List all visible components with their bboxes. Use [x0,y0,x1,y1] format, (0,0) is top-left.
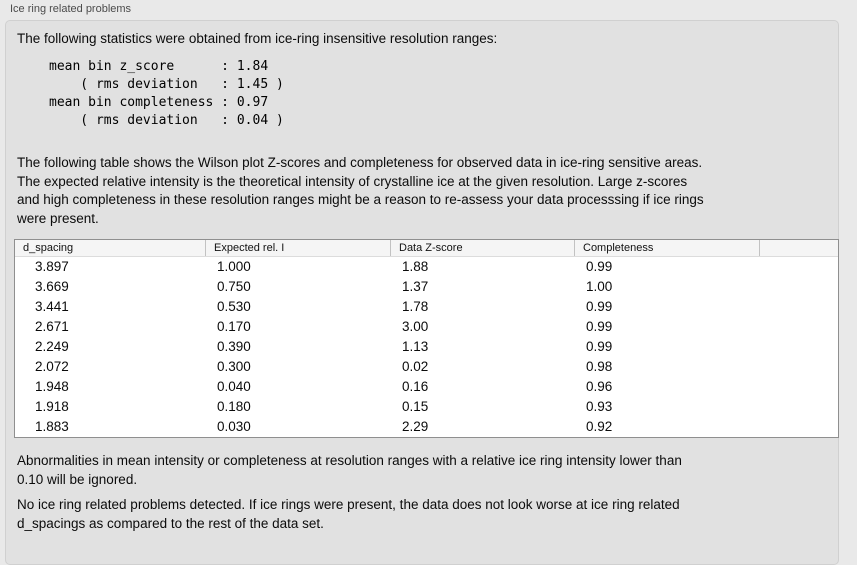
table-cell: 2.249 [35,339,69,354]
table-cell: 0.030 [217,419,251,434]
table-row[interactable]: 2.671 0.170 3.00 0.99 [15,317,838,337]
column-header-completeness[interactable]: Completeness [574,240,759,256]
table-cell: 3.897 [35,259,69,274]
table-row[interactable]: 1.948 0.040 0.16 0.96 [15,377,838,397]
table-cell: 0.16 [402,379,429,394]
table-cell: 0.92 [586,419,613,434]
table-cell: 3.00 [402,319,429,334]
table-cell [759,357,838,377]
table-row[interactable]: 2.249 0.390 1.13 0.99 [15,337,838,357]
table-cell: 0.170 [217,319,251,334]
table-row[interactable]: 1.918 0.180 0.15 0.93 [15,397,838,417]
table-cell: 0.99 [586,299,613,314]
description-text: The following table shows the Wilson plo… [17,155,704,226]
table-cell: 2.671 [35,319,69,334]
column-header-data-z-score[interactable]: Data Z-score [390,240,574,256]
table-cell [759,297,838,317]
table-cell: 0.98 [586,359,613,374]
table-cell: 2.29 [402,419,429,434]
table-row[interactable]: 3.897 1.000 1.88 0.99 [15,257,838,277]
table-cell [759,397,838,417]
table-cell: 0.390 [217,339,251,354]
ice-ring-groupbox: The following statistics were obtained f… [5,20,839,565]
column-header-spacer[interactable] [759,240,838,256]
table-cell: 0.530 [217,299,251,314]
table-cell: 1.00 [586,279,613,294]
table-cell: 3.669 [35,279,69,294]
table-body: 3.897 1.000 1.88 0.99 3.669 0.750 1.37 1.00 3.44… [15,257,838,437]
table-cell: 1.918 [35,399,69,414]
table-cell [759,257,838,277]
table-cell: 0.15 [402,399,429,414]
ice-ring-table[interactable]: d_spacing Expected rel. I Data Z-score Comp… [14,239,839,438]
table-cell: 0.96 [586,379,613,394]
table-row[interactable]: 3.669 0.750 1.37 1.00 [15,277,838,297]
table-cell: 1.13 [402,339,429,354]
table-cell: 0.180 [217,399,251,414]
table-cell: 0.93 [586,399,613,414]
table-cell: 1.88 [402,259,429,274]
table-cell [759,317,838,337]
table-cell: 1.37 [402,279,429,294]
table-row[interactable]: 1.883 0.030 2.29 0.92 [15,417,838,437]
table-header-row: d_spacing Expected rel. I Data Z-score Comp… [15,240,838,257]
ignore-note-text: Abnormalities in mean intensity or compl… [17,453,682,487]
column-header-d-spacing[interactable]: d_spacing [23,242,74,254]
conclusion-text: No ice ring related problems detected. I… [17,497,680,531]
table-cell: 2.072 [35,359,69,374]
table-cell [759,377,838,397]
table-cell: 0.99 [586,319,613,334]
intro-text: The following statistics were obtained f… [17,31,498,46]
table-row[interactable]: 2.072 0.300 0.02 0.98 [15,357,838,377]
table-cell: 0.99 [586,339,613,354]
table-cell [759,277,838,297]
table-cell [759,337,838,357]
table-row[interactable]: 3.441 0.530 1.78 0.99 [15,297,838,317]
stats-block: mean bin z_score : 1.84 ( rms deviation … [49,59,284,128]
table-cell: 0.300 [217,359,251,374]
panel-title: Ice ring related problems [10,3,132,15]
table-cell: 1.000 [217,259,251,274]
table-cell: 1.883 [35,419,69,434]
table-cell: 0.040 [217,379,251,394]
column-header-expected-rel-i[interactable]: Expected rel. I [205,240,390,256]
table-cell: 0.750 [217,279,251,294]
table-cell: 0.02 [402,359,429,374]
table-cell: 0.99 [586,259,613,274]
table-cell [759,417,838,437]
table-cell: 1.78 [402,299,429,314]
table-cell: 1.948 [35,379,69,394]
table-cell: 3.441 [35,299,69,314]
